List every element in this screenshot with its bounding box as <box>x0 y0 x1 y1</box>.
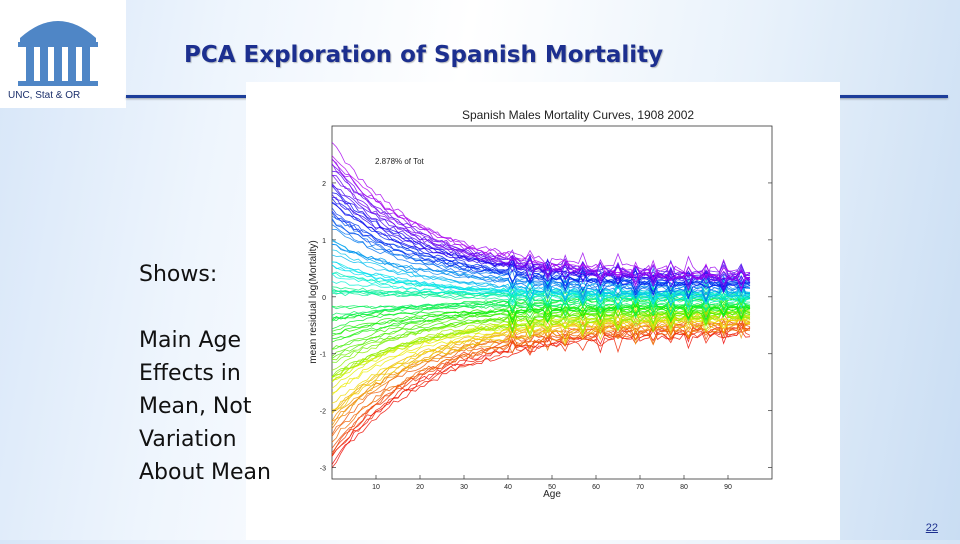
y-tick-label: -2 <box>320 409 326 416</box>
body-line: Variation <box>139 427 237 452</box>
mortality-curve <box>331 305 751 379</box>
body-bullet-text: Main Age Effects in Mean, Not Variation Abou… <box>139 324 271 489</box>
mortality-curve <box>331 295 751 323</box>
x-tick-label: 50 <box>548 484 556 491</box>
mortality-curve <box>331 212 751 286</box>
y-tick-label: -3 <box>320 466 326 473</box>
mortality-curve <box>331 284 751 312</box>
mortality-curve <box>331 254 751 304</box>
chart-title: Spanish Males Mortality Curves, 1908 200… <box>462 108 694 122</box>
mortality-curve <box>331 238 751 307</box>
mortality-curve <box>331 315 751 449</box>
mortality-curves <box>331 142 751 469</box>
mortality-curve <box>331 207 751 293</box>
mortality-curve <box>331 299 751 359</box>
mortality-curve <box>331 155 751 287</box>
mortality-curve <box>331 244 751 302</box>
y-tick-label: 0 <box>322 295 326 302</box>
x-tick-label: 40 <box>504 484 512 491</box>
y-tick-label: -1 <box>320 352 326 359</box>
mortality-curve <box>331 280 751 308</box>
x-tick-label: 60 <box>592 484 600 491</box>
mortality-curve <box>331 202 751 297</box>
mortality-curve <box>331 170 751 285</box>
x-tick-label: 30 <box>460 484 468 491</box>
page-number: 22 <box>925 522 938 534</box>
mortality-curve <box>331 210 751 300</box>
old-well-logo <box>18 21 98 86</box>
mortality-curve <box>331 290 751 318</box>
x-tick-label: 70 <box>636 484 644 491</box>
mortality-curve <box>331 217 751 301</box>
x-axis-label: Age <box>543 489 561 500</box>
mortality-curve <box>331 295 751 337</box>
mortality-curve <box>331 318 751 443</box>
body-line: About Mean <box>139 460 271 485</box>
mortality-curve <box>331 264 751 310</box>
y-axis-label: mean residual log(Mortality) <box>308 240 319 363</box>
x-tick-label: 20 <box>416 484 424 491</box>
mortality-chart: Spanish Males Mortality Curves, 1908 200… <box>308 108 773 500</box>
mortality-curve <box>331 301 750 378</box>
mortality-curve <box>332 305 751 380</box>
mortality-curve <box>331 185 751 292</box>
mortality-curve <box>331 312 751 413</box>
body-line: Effects in <box>139 361 241 386</box>
chart-panel: Spanish Males Mortality Curves, 1908 200… <box>246 82 840 540</box>
shows-heading: Shows: <box>139 262 218 287</box>
x-tick-label: 10 <box>372 484 380 491</box>
body-line: Main Age <box>139 328 242 353</box>
x-tick-label: 80 <box>680 484 688 491</box>
mortality-curve <box>331 305 751 404</box>
logo-box: UNC, Stat & OR <box>0 0 126 108</box>
mortality-curve <box>331 326 751 469</box>
mortality-curve <box>331 288 751 316</box>
mortality-curve <box>331 318 751 422</box>
mortality-curve <box>331 198 751 296</box>
mortality-curve <box>331 303 751 378</box>
mortality-curve <box>331 159 751 281</box>
y-tick-label: 1 <box>322 238 326 245</box>
mortality-curve <box>331 302 751 361</box>
variance-annotation: 2.878% of Tot <box>375 157 425 166</box>
body-line: Mean, Not <box>139 394 252 419</box>
x-tick-label: 90 <box>724 484 732 491</box>
mortality-curve <box>331 164 751 290</box>
mortality-curve <box>331 174 751 293</box>
mortality-curve <box>331 163 751 292</box>
slide-title: PCA Exploration of Spanish Mortality <box>184 42 664 68</box>
mortality-curve <box>331 323 751 457</box>
mortality-curve <box>331 302 751 350</box>
logo-caption: UNC, Stat & OR <box>8 90 81 101</box>
y-tick-label: 2 <box>322 181 326 188</box>
